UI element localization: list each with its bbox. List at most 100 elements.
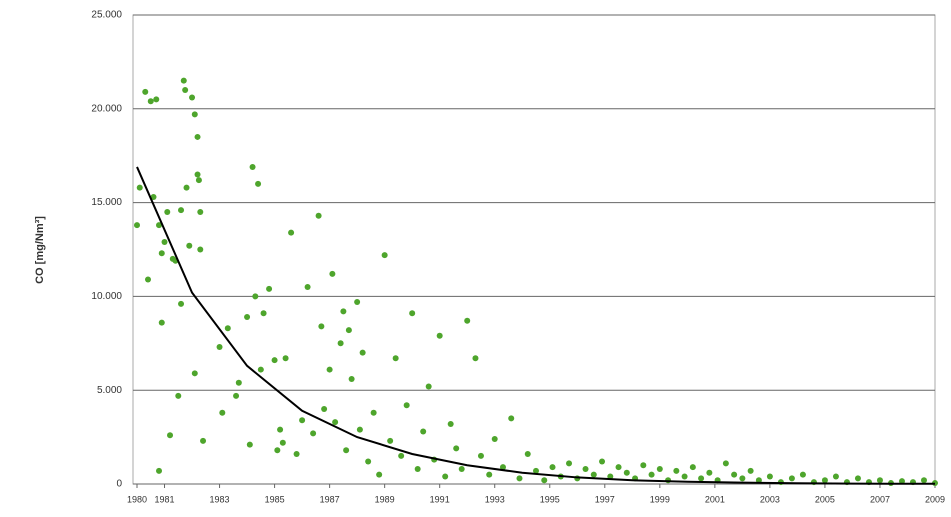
data-point bbox=[464, 317, 471, 324]
data-point bbox=[640, 462, 647, 469]
data-point bbox=[681, 473, 688, 480]
data-point bbox=[332, 419, 339, 426]
data-point bbox=[158, 250, 165, 257]
data-point bbox=[219, 409, 226, 416]
x-tick-label: 2009 bbox=[925, 494, 945, 504]
data-point bbox=[706, 469, 713, 476]
data-point bbox=[158, 319, 165, 326]
x-tick-label: 1983 bbox=[210, 494, 230, 504]
data-point bbox=[224, 325, 231, 332]
data-point bbox=[854, 475, 861, 482]
data-point bbox=[516, 475, 523, 482]
data-point bbox=[164, 208, 171, 215]
data-point bbox=[315, 212, 322, 219]
data-point bbox=[832, 473, 839, 480]
y-tick-label: 0 bbox=[116, 479, 122, 490]
data-point bbox=[183, 184, 190, 191]
data-point bbox=[189, 94, 196, 101]
data-point bbox=[615, 464, 622, 471]
data-point bbox=[414, 465, 421, 472]
data-point bbox=[920, 477, 927, 484]
x-tick-label: 1989 bbox=[375, 494, 395, 504]
data-point bbox=[486, 471, 493, 478]
x-tick-label: 2003 bbox=[760, 494, 780, 504]
x-tick-label: 1999 bbox=[650, 494, 670, 504]
data-point bbox=[590, 471, 597, 478]
data-point bbox=[472, 355, 479, 362]
data-point bbox=[566, 460, 573, 467]
data-point bbox=[365, 458, 372, 465]
data-point bbox=[436, 332, 443, 339]
data-point bbox=[340, 308, 347, 315]
data-point bbox=[458, 465, 465, 472]
x-tick-label: 1995 bbox=[540, 494, 560, 504]
data-point bbox=[499, 464, 506, 471]
data-point bbox=[235, 379, 242, 386]
data-point bbox=[145, 276, 152, 283]
data-point bbox=[747, 467, 754, 474]
data-point bbox=[150, 193, 157, 200]
data-point bbox=[541, 477, 548, 484]
data-point bbox=[271, 357, 278, 364]
data-point bbox=[648, 471, 655, 478]
data-point bbox=[447, 420, 454, 427]
data-point bbox=[549, 464, 556, 471]
data-point bbox=[359, 349, 366, 356]
data-point bbox=[175, 392, 182, 399]
data-point bbox=[533, 467, 539, 474]
x-tick-label: 1993 bbox=[485, 494, 505, 504]
data-point bbox=[180, 77, 187, 84]
data-point bbox=[260, 310, 267, 317]
data-point bbox=[156, 222, 163, 229]
data-point bbox=[656, 465, 663, 472]
data-point bbox=[147, 98, 154, 105]
data-point bbox=[142, 88, 149, 95]
data-point bbox=[582, 465, 589, 472]
trend-line bbox=[136, 166, 936, 485]
data-point bbox=[257, 366, 264, 373]
x-tick-label: 1980 bbox=[127, 494, 147, 504]
data-point bbox=[191, 111, 198, 118]
data-point bbox=[403, 402, 410, 409]
data-point bbox=[200, 437, 207, 444]
data-point bbox=[788, 475, 795, 482]
x-tick-label: 1981 bbox=[155, 494, 175, 504]
data-point bbox=[345, 327, 352, 334]
data-point bbox=[821, 477, 828, 484]
data-point bbox=[337, 340, 344, 347]
data-point bbox=[318, 323, 325, 330]
data-point bbox=[453, 445, 460, 452]
data-point bbox=[167, 432, 174, 439]
data-point bbox=[310, 430, 317, 437]
data-point bbox=[304, 284, 311, 291]
data-point bbox=[282, 355, 289, 362]
data-point bbox=[326, 366, 333, 373]
data-point bbox=[755, 477, 762, 484]
data-point bbox=[398, 452, 405, 459]
y-tick-label: 15.000 bbox=[91, 197, 122, 208]
data-point bbox=[376, 471, 383, 478]
y-tick-label: 5.000 bbox=[97, 385, 122, 396]
data-point bbox=[299, 417, 306, 424]
data-point bbox=[233, 392, 240, 399]
data-point bbox=[623, 469, 630, 476]
data-point bbox=[508, 415, 515, 422]
y-tick-label: 25.000 bbox=[91, 10, 122, 21]
data-point bbox=[673, 467, 680, 474]
data-point bbox=[524, 450, 531, 457]
data-point bbox=[194, 171, 201, 178]
x-tick-label: 1985 bbox=[265, 494, 285, 504]
data-point bbox=[731, 471, 738, 478]
data-point bbox=[739, 475, 746, 482]
x-tick-label: 2007 bbox=[870, 494, 890, 504]
y-tick-label: 20.000 bbox=[91, 103, 122, 114]
data-point bbox=[477, 452, 484, 459]
data-point bbox=[197, 208, 204, 215]
data-point bbox=[381, 252, 388, 259]
data-point bbox=[370, 409, 377, 416]
data-point bbox=[186, 242, 193, 249]
data-point bbox=[876, 477, 883, 484]
data-point bbox=[246, 441, 253, 448]
data-point bbox=[216, 344, 223, 351]
data-point bbox=[321, 405, 328, 412]
